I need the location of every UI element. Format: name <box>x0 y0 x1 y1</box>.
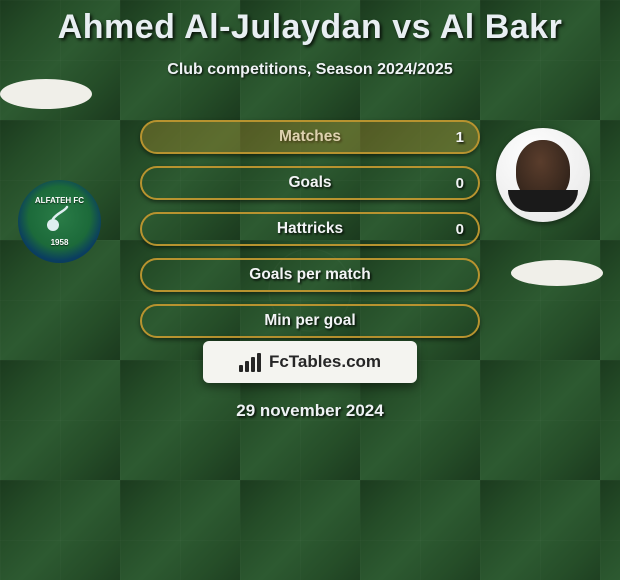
stat-label: Goals per match <box>249 266 370 284</box>
stat-right-value: 0 <box>456 175 464 192</box>
stat-right-value: 0 <box>456 221 464 238</box>
stat-row: Goals 0 <box>140 166 480 200</box>
stats-container: Matches1 Goals 0 Hattricks 0 Goals per match M… <box>0 120 620 350</box>
stat-row: Matches1 <box>140 120 480 154</box>
stat-row: Goals per match <box>140 258 480 292</box>
stat-label: Min per goal <box>264 312 355 330</box>
watermark: FcTables.com <box>203 341 417 383</box>
stat-row: Hattricks 0 <box>140 212 480 246</box>
bar-chart-icon <box>239 353 261 372</box>
watermark-text: FcTables.com <box>269 352 381 372</box>
stat-label: Goals <box>288 174 331 192</box>
stat-label: Hattricks <box>277 220 343 238</box>
stat-row: Min per goal <box>140 304 480 338</box>
stat-right-value: 1 <box>456 129 464 146</box>
